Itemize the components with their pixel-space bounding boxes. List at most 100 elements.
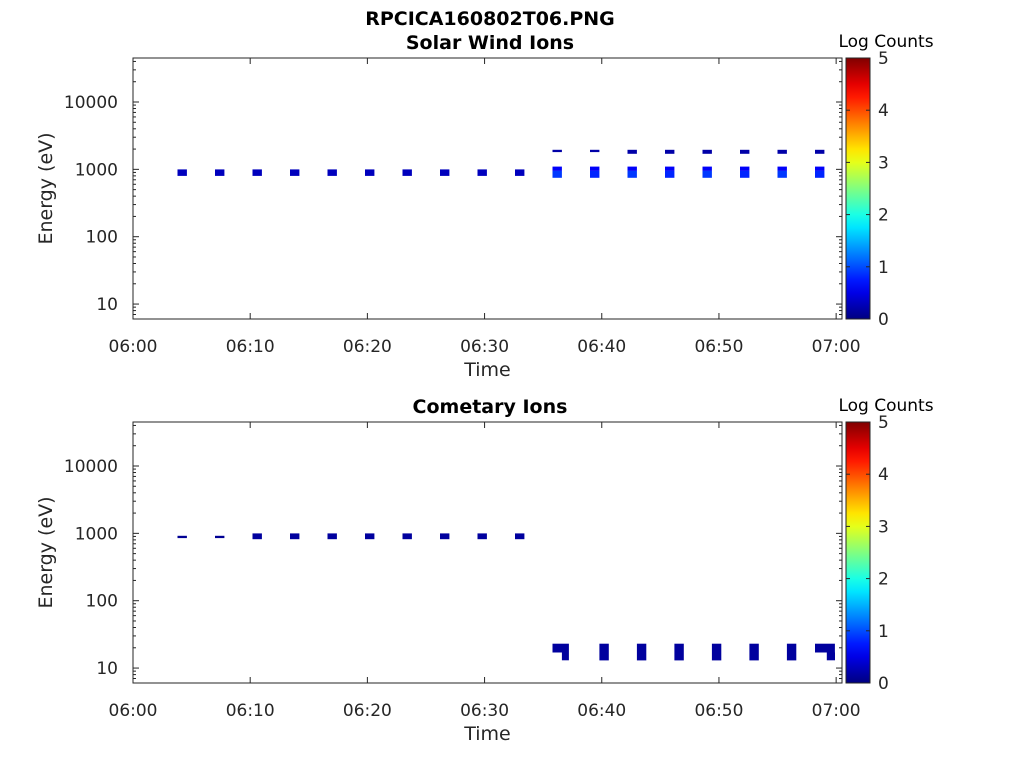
solar-wind-ions-cell-7	[440, 169, 450, 176]
cometary-ions-xtick-label-3: 06:30	[460, 701, 509, 721]
cometary-ions-cell-8	[477, 533, 487, 540]
solar-wind-ions-cell-16	[627, 149, 637, 154]
cometary-ions-ytick-label-3: 10000	[64, 457, 118, 477]
solar-wind-ions-cell-26	[740, 166, 750, 171]
cometary-ions-cell-2	[252, 533, 262, 540]
solar-wind-ions-cbar-tick-label-4: 4	[878, 101, 889, 121]
solar-wind-ions-cbar-tick-label-2: 2	[878, 206, 889, 226]
solar-wind-ions-cell-27	[740, 170, 750, 178]
solar-wind-ions-cell-19	[665, 149, 675, 154]
cometary-ions-colorbar-label: Log Counts	[838, 396, 933, 416]
cometary-ions-panel: Cometary Ions 06:00 06:10 06:20 06:30 06:40 06…	[35, 396, 934, 745]
solar-wind-ions-plot-area	[132, 57, 843, 320]
solar-wind-ions-cell-33	[815, 170, 825, 178]
solar-wind-ions-cell-5	[365, 169, 375, 176]
solar-wind-ions-cell-22	[702, 149, 712, 154]
solar-wind-ions-cell-3	[290, 169, 300, 176]
solar-wind-ions-xtick-label-3: 06:30	[460, 337, 509, 357]
solar-wind-ions-cell-10	[552, 149, 562, 153]
cometary-ions-cbar-tick-label-0: 0	[878, 674, 889, 694]
cometary-ions-title: Cometary Ions	[413, 396, 568, 418]
cometary-ions-ylabel: Energy (eV)	[35, 496, 57, 608]
solar-wind-ions-cell-18	[627, 170, 637, 178]
solar-wind-ions-cbar-tick-label-3: 3	[878, 153, 889, 173]
cometary-ions-cbar-tick-label-2: 2	[878, 570, 889, 590]
solar-wind-ions-xtick-label-2: 06:20	[343, 337, 392, 357]
cometary-ions-cell-3	[290, 533, 300, 540]
solar-wind-ions-xtick-label-1: 06:10	[226, 337, 275, 357]
cometary-ions-cbar-tick-label-1: 1	[878, 622, 889, 642]
cometary-ions-cell-19	[826, 652, 835, 661]
solar-wind-ions-cell-15	[590, 170, 600, 178]
solar-wind-ions-cell-25	[740, 149, 750, 154]
cometary-ions-cell-14	[674, 643, 684, 661]
solar-wind-ions-panel: Solar Wind Ions 06:00 06:10 06:20 06:30 06:40…	[35, 32, 934, 381]
solar-wind-ions-ytick-label-3: 10000	[64, 93, 118, 113]
solar-wind-ions-ytick-label-0: 10	[96, 295, 118, 315]
cometary-ions-xtick-label-2: 06:20	[343, 701, 392, 721]
solar-wind-ions-xtick-label-5: 06:50	[694, 337, 743, 357]
cometary-ions-cell-13	[636, 643, 647, 661]
solar-wind-ions-colorbar	[845, 57, 871, 320]
solar-wind-ions-cell-2	[252, 169, 262, 176]
cometary-ions-cell-1	[215, 535, 225, 539]
cometary-ions-cbar-tick-label-3: 3	[878, 517, 889, 537]
cometary-ions-plot-area	[132, 421, 843, 684]
solar-wind-ions-cell-14	[590, 166, 600, 171]
solar-wind-ions-cbar-tick-label-0: 0	[878, 310, 889, 330]
cometary-ions-cell-11	[561, 652, 569, 661]
cometary-ions-xtick-label-4: 06:40	[577, 701, 626, 721]
solar-wind-ions-cell-23	[702, 166, 712, 171]
solar-wind-ions-cell-4	[327, 169, 337, 176]
cometary-ions-cell-18	[815, 643, 835, 653]
cometary-ions-xtick-label-1: 06:10	[226, 701, 275, 721]
cometary-ions-ytick-label-1: 100	[86, 592, 118, 612]
cometary-ions-xtick-label-5: 06:50	[694, 701, 743, 721]
cometary-ions-ytick-label-2: 1000	[75, 524, 118, 544]
cometary-ions-cell-6	[402, 533, 412, 540]
cometary-ions-cell-10	[552, 643, 569, 653]
solar-wind-ions-xtick-label-0: 06:00	[109, 337, 158, 357]
solar-wind-ions-cell-12	[552, 170, 562, 178]
cometary-ions-xtick-label-6: 07:00	[812, 701, 861, 721]
cometary-ions-ytick-label-0: 10	[96, 659, 118, 679]
cometary-ions-cell-12	[599, 643, 609, 661]
solar-wind-ions-cell-20	[665, 166, 675, 171]
cometary-ions-cell-4	[327, 533, 337, 540]
solar-wind-ions-cell-1	[215, 169, 225, 176]
solar-wind-ions-title: Solar Wind Ions	[406, 32, 574, 54]
solar-wind-ions-cell-21	[665, 170, 675, 178]
solar-wind-ions-cell-0	[177, 169, 187, 176]
solar-wind-ions-cell-17	[627, 166, 637, 171]
cometary-ions-cell-15	[711, 643, 722, 661]
solar-wind-ions-xtick-label-6: 07:00	[812, 337, 861, 357]
cometary-ions-cell-7	[440, 533, 450, 540]
cometary-ions-cell-0	[177, 535, 187, 539]
solar-wind-ions-xlabel: Time	[463, 359, 511, 381]
solar-wind-ions-cell-24	[702, 170, 712, 178]
solar-wind-ions-cell-31	[815, 149, 825, 154]
solar-wind-ions-ylabel: Energy (eV)	[35, 132, 57, 244]
figure-title: RPCICA160802T06.PNG	[365, 8, 615, 30]
solar-wind-ions-ytick-label-2: 1000	[75, 160, 118, 180]
solar-wind-ions-cbar-tick-label-5: 5	[878, 49, 889, 69]
solar-wind-ions-cell-6	[402, 169, 412, 176]
cometary-ions-xtick-label-0: 06:00	[109, 701, 158, 721]
cometary-ions-cell-9	[515, 533, 525, 540]
solar-wind-ions-cell-11	[552, 166, 562, 171]
solar-wind-ions-cell-29	[777, 166, 787, 171]
solar-wind-ions-cell-13	[590, 149, 600, 153]
solar-wind-ions-ytick-label-1: 100	[86, 228, 118, 248]
solar-wind-ions-cbar-tick-label-1: 1	[878, 258, 889, 278]
solar-wind-ions-cell-8	[477, 169, 487, 176]
cometary-ions-colorbar	[845, 421, 871, 684]
solar-wind-ions-cell-9	[515, 169, 525, 176]
solar-wind-ions-xtick-label-4: 06:40	[577, 337, 626, 357]
solar-wind-ions-cell-32	[815, 166, 825, 171]
cometary-ions-cell-17	[786, 643, 797, 661]
solar-wind-ions-cell-28	[777, 149, 787, 154]
cometary-ions-cbar-tick-label-5: 5	[878, 413, 889, 433]
cometary-ions-cell-5	[365, 533, 375, 540]
cometary-ions-xlabel: Time	[463, 723, 511, 745]
